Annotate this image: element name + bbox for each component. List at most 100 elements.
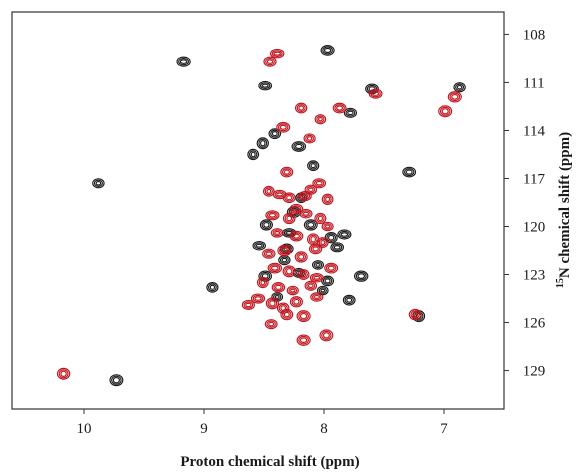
contour-ring bbox=[311, 260, 325, 270]
peak-contour bbox=[304, 280, 318, 291]
contour-ring bbox=[306, 282, 316, 290]
peak-contour bbox=[56, 367, 71, 380]
y-tick-label: 123 bbox=[523, 268, 546, 284]
contour-ring bbox=[312, 178, 327, 189]
peak-contour bbox=[289, 230, 304, 242]
contour-ring bbox=[412, 311, 419, 318]
peak-contour bbox=[297, 191, 312, 202]
contour-ring bbox=[273, 51, 282, 56]
peak-contour bbox=[316, 237, 329, 248]
x-tick-label: 8 bbox=[320, 421, 328, 437]
contour-ring bbox=[332, 102, 347, 114]
peak-contour bbox=[316, 285, 329, 296]
contour-ring bbox=[322, 332, 330, 339]
contour-ring bbox=[179, 59, 188, 64]
contour-ring bbox=[272, 189, 287, 200]
contour-ring bbox=[405, 169, 413, 175]
contour-ring bbox=[299, 270, 308, 279]
contour-ring bbox=[270, 129, 280, 138]
contour-ring bbox=[241, 299, 255, 311]
contour-ring bbox=[308, 234, 318, 244]
peak-contour bbox=[206, 281, 219, 293]
contour-ring bbox=[301, 271, 307, 278]
contour-ring bbox=[282, 310, 292, 319]
contour-ring bbox=[314, 114, 327, 125]
contour-ring bbox=[307, 222, 315, 228]
peak-contour bbox=[258, 80, 273, 91]
contour-ring bbox=[293, 206, 300, 212]
contour-ring bbox=[56, 367, 71, 380]
contour-ring bbox=[307, 187, 314, 192]
peak-contour bbox=[265, 297, 279, 310]
contour-ring bbox=[289, 203, 304, 214]
contour-ring bbox=[274, 294, 280, 299]
contour-ring bbox=[308, 161, 318, 170]
contour-ring bbox=[296, 270, 302, 276]
contour-ring bbox=[309, 272, 324, 283]
contour-ring bbox=[301, 210, 311, 218]
peak-contour bbox=[447, 91, 462, 103]
contour-ring bbox=[281, 257, 288, 263]
contour-ring bbox=[264, 187, 273, 196]
peak-contour bbox=[343, 107, 358, 118]
peak-contour bbox=[276, 121, 291, 133]
peak-contour bbox=[314, 114, 327, 125]
contour-ring bbox=[282, 212, 296, 225]
contour-ring bbox=[112, 377, 120, 384]
contour-ring bbox=[254, 242, 265, 250]
contour-ring bbox=[267, 262, 283, 274]
peak-contour bbox=[311, 260, 325, 270]
contour-ring bbox=[297, 269, 310, 280]
x-axis-ticks: 10 9 8 7 bbox=[77, 409, 448, 437]
contour-ring bbox=[311, 274, 322, 282]
contour-ring bbox=[455, 83, 465, 91]
contour-ring bbox=[279, 246, 290, 255]
contour-ring bbox=[280, 247, 289, 254]
peak-contour bbox=[314, 212, 327, 225]
contour-ring bbox=[315, 181, 323, 186]
x-tick-label: 7 bbox=[440, 421, 448, 437]
x-axis-title: Proton chemical shift (ppm) bbox=[180, 454, 359, 470]
contour-ring bbox=[365, 83, 379, 95]
peak-contour bbox=[303, 219, 318, 231]
peak-contour bbox=[263, 185, 275, 197]
peak-contour bbox=[286, 285, 299, 296]
contour-ring bbox=[263, 185, 275, 197]
contour-ring bbox=[286, 195, 293, 201]
contour-ring bbox=[259, 82, 271, 90]
contour-ring bbox=[268, 128, 282, 140]
contour-ring bbox=[337, 229, 352, 240]
contour-ring bbox=[277, 123, 289, 132]
contour-ring bbox=[266, 320, 276, 328]
contour-ring bbox=[402, 166, 417, 178]
contour-ring bbox=[322, 276, 333, 285]
peak-contour bbox=[342, 294, 356, 306]
contour-ring bbox=[208, 283, 217, 292]
contour-ring bbox=[336, 105, 344, 111]
contour-ring bbox=[282, 265, 296, 278]
contour-ring bbox=[317, 215, 323, 222]
contour-ring bbox=[324, 224, 331, 229]
contour-ring bbox=[276, 121, 291, 133]
contour-ring bbox=[252, 240, 266, 251]
contour-ring bbox=[347, 110, 354, 116]
contour-ring bbox=[176, 56, 191, 67]
contour-ring bbox=[206, 281, 219, 293]
contour-ring bbox=[314, 212, 327, 225]
peak-contour bbox=[307, 160, 320, 172]
contour-ring bbox=[314, 179, 325, 187]
peak-contour bbox=[247, 148, 260, 161]
contour-ring bbox=[316, 115, 325, 123]
y-axis-ticks: 108 111 114 117 120 123 126 129 bbox=[504, 27, 546, 380]
y-axis-title-superscript: 15 bbox=[555, 278, 566, 288]
peak-contour bbox=[320, 45, 335, 56]
contour-ring bbox=[322, 46, 333, 55]
contour-ring bbox=[304, 280, 318, 291]
contour-ring bbox=[275, 284, 282, 290]
contour-ring bbox=[267, 211, 278, 219]
x-tick-label: 10 bbox=[77, 421, 92, 437]
peak-contour bbox=[294, 251, 308, 263]
contour-ring bbox=[307, 283, 314, 289]
peak-contour bbox=[321, 193, 334, 205]
peak-contour bbox=[176, 56, 191, 67]
